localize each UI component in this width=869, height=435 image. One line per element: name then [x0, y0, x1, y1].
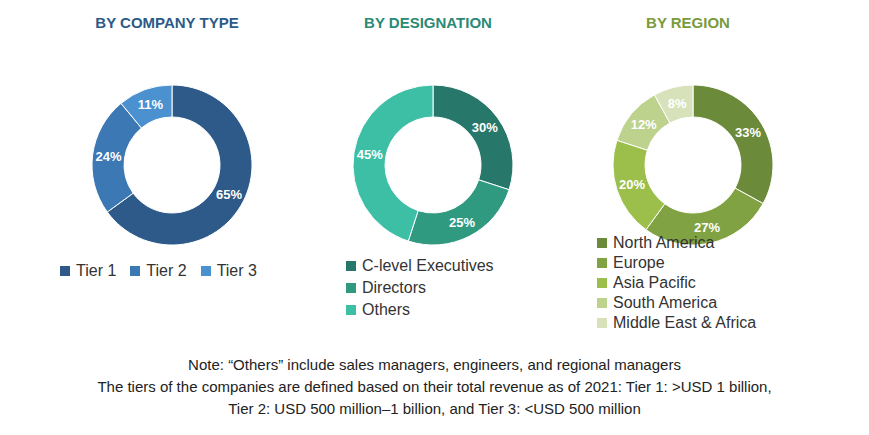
html-text:Tier 3: Tier 3 [216, 262, 257, 279]
svg-text:8%: 8% [668, 96, 687, 111]
html-text:Europe: Europe [613, 254, 665, 271]
html-text:Directors: Directors [362, 279, 426, 296]
svg-text:65%: 65% [216, 187, 242, 202]
html-text:C-level Executives: C-level Executives [362, 257, 494, 274]
html-text:BY DESIGNATION: BY DESIGNATION [364, 14, 492, 31]
html-text:Asia Pacific: Asia Pacific [613, 274, 696, 291]
html-text:Middle East & Africa: Middle East & Africa [613, 314, 757, 331]
html-text:Tier 1: Tier 1 [76, 262, 117, 279]
html-text:Tier 2: USD 500 million–1 bill: Tier 2: USD 500 million–1 billion, and T… [228, 400, 641, 417]
html-text:Others: Others [362, 301, 410, 318]
html-text:Tier 2: Tier 2 [146, 262, 187, 279]
html-text:BY COMPANY TYPE: BY COMPANY TYPE [95, 14, 239, 31]
svg-text:24%: 24% [95, 149, 121, 164]
svg-text:45%: 45% [357, 147, 383, 162]
svg-text:30%: 30% [472, 120, 498, 135]
svg-text:33%: 33% [735, 125, 761, 140]
html-text:North America: North America [613, 234, 715, 251]
html-text:South America: South America [613, 294, 718, 311]
svg-text:12%: 12% [631, 117, 657, 132]
svg-text:11%: 11% [138, 97, 164, 112]
svg-text:27%: 27% [694, 220, 720, 235]
html-text:The tiers of the companies are: The tiers of the companies are defined b… [97, 378, 772, 395]
html-text:BY REGION: BY REGION [646, 14, 730, 31]
svg-text:20%: 20% [619, 177, 645, 192]
html-text:Note: “Others” include sales m: Note: “Others” include sales managers, e… [188, 356, 681, 373]
svg-text:25%: 25% [449, 215, 475, 230]
